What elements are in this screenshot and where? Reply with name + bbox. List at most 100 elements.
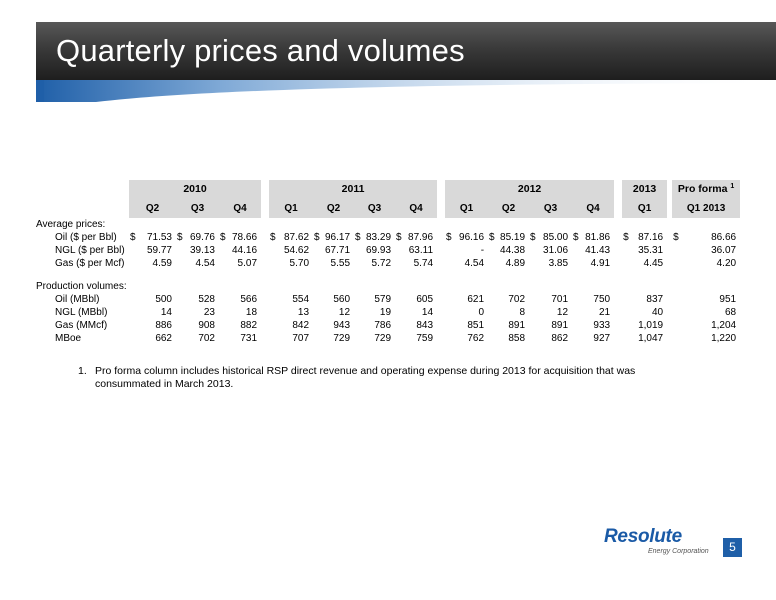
cell-value: 1,019 — [638, 320, 664, 331]
table-cell: 14 — [129, 306, 176, 319]
table-row: Gas ($ per Mcf) 4.59 4.54 5.07 5.70 5.55 5.72 5… — [36, 257, 740, 270]
table-row: NGL ($ per Bbl) 59.77 39.13 44.16 54.62 67.71… — [36, 244, 740, 257]
cell-value: 701 — [551, 294, 569, 305]
cell-value: 71.53 — [146, 232, 172, 243]
table-cell: - — [445, 244, 488, 257]
currency-symbol: $ — [177, 232, 183, 243]
table-cell: 702 — [176, 332, 219, 345]
table-cell: 837 — [622, 293, 667, 306]
table-cell: 35.31 — [622, 244, 667, 257]
cell-value: - — [480, 245, 485, 256]
cell-value: 858 — [508, 333, 526, 344]
table-cell: 500 — [129, 293, 176, 306]
table-cell: 4.54 — [176, 257, 219, 270]
cell-value: 731 — [240, 333, 258, 344]
quarter-header: Q4 — [219, 199, 262, 218]
cell-value: 12 — [338, 307, 351, 318]
cell-value: 4.45 — [643, 258, 664, 269]
table-cell: 23 — [176, 306, 219, 319]
table-cell: 4.89 — [488, 257, 529, 270]
currency-symbol: $ — [489, 232, 495, 243]
quarter-header: Q3 — [176, 199, 219, 218]
table-cell: 4.54 — [445, 257, 488, 270]
title-accent-swoosh — [36, 80, 776, 102]
cell-value: 63.11 — [408, 245, 434, 256]
cell-value: 500 — [155, 294, 172, 305]
table-cell: 1,019 — [622, 319, 667, 332]
table-cell: 842 — [269, 319, 313, 332]
cell-value: 762 — [467, 333, 485, 344]
table-cell: 843 — [395, 319, 437, 332]
year-header-row: 2010 2011 2012 2013 Pro forma 1 — [36, 180, 741, 199]
table-cell: 12 — [313, 306, 354, 319]
table-cell: 786 — [354, 319, 395, 332]
table-cell: 5.70 — [269, 257, 313, 270]
quarter-header: Q1 2013 — [672, 199, 741, 218]
cell-value: 4.59 — [152, 258, 172, 269]
table-cell: 554 — [269, 293, 313, 306]
row-label: NGL (MBbl) — [55, 307, 108, 318]
table-cell: $96.16 — [445, 231, 488, 244]
table-cell: 59.77 — [129, 244, 176, 257]
table-row: MBoe 662 702 731 707 729 729 759 762 858 862 927 1,0… — [36, 332, 740, 345]
row-label: Oil ($ per Bbl) — [55, 232, 117, 243]
cell-value: 14 — [421, 307, 434, 318]
cell-value: 5.07 — [237, 258, 258, 269]
table-cell: 662 — [129, 332, 176, 345]
cell-value: 891 — [508, 320, 526, 331]
cell-value: 528 — [198, 294, 215, 305]
cell-value: 67.71 — [324, 245, 351, 256]
cell-value: 4.89 — [505, 258, 526, 269]
cell-value: 5.55 — [330, 258, 351, 269]
quarter-header: Q4 — [395, 199, 438, 218]
cell-value: 36.07 — [711, 245, 737, 256]
spacer-row — [36, 270, 740, 280]
table-cell: 36.07 — [672, 244, 740, 257]
year-2011: 2011 — [269, 180, 438, 199]
year-2013: 2013 — [622, 180, 668, 199]
cell-value: 5.70 — [289, 258, 310, 269]
cell-value: 96.17 — [324, 232, 351, 243]
cell-value: 1,220 — [711, 333, 737, 344]
quarter-header: Q3 — [529, 199, 573, 218]
cell-value: 842 — [292, 320, 310, 331]
table-cell: 862 — [529, 332, 572, 345]
table-cell: 729 — [313, 332, 354, 345]
quarter-header: Q2 — [129, 199, 176, 218]
cell-value: 3.85 — [548, 258, 569, 269]
table-cell: 951 — [672, 293, 740, 306]
table-cell: $85.19 — [488, 231, 529, 244]
cell-value: 96.16 — [459, 232, 485, 243]
currency-symbol: $ — [446, 232, 452, 243]
row-label: Oil (MBbl) — [55, 294, 100, 305]
table-cell: $87.62 — [269, 231, 313, 244]
cell-value: 35.31 — [638, 245, 664, 256]
table-cell: 31.06 — [529, 244, 572, 257]
cell-value: 4.54 — [464, 258, 485, 269]
cell-value: 23 — [203, 307, 215, 318]
cell-value: 87.16 — [638, 232, 664, 243]
table-cell: 21 — [572, 306, 614, 319]
cell-value: 41.43 — [585, 245, 611, 256]
table-cell: 759 — [395, 332, 437, 345]
year-2010: 2010 — [129, 180, 262, 199]
table-cell: 729 — [354, 332, 395, 345]
table-cell: 702 — [488, 293, 529, 306]
cell-value: 702 — [198, 333, 215, 344]
table-cell: 858 — [488, 332, 529, 345]
table-cell: 14 — [395, 306, 437, 319]
cell-value: 78.66 — [231, 232, 258, 243]
company-logo: Resolute Energy Corporation — [604, 526, 714, 556]
table-cell: 5.55 — [313, 257, 354, 270]
table-cell: 44.16 — [219, 244, 261, 257]
table-cell: 908 — [176, 319, 219, 332]
cell-value: 951 — [719, 294, 737, 305]
cell-value: 927 — [593, 333, 611, 344]
table-cell: 621 — [445, 293, 488, 306]
cell-value: 4.91 — [590, 258, 611, 269]
cell-value: 702 — [508, 294, 526, 305]
currency-symbol: $ — [573, 232, 579, 243]
prices-volumes-table: 2010 2011 2012 2013 Pro forma 1 Q2 Q3 Q4… — [36, 180, 741, 345]
cell-value: 862 — [551, 333, 569, 344]
cell-value: 891 — [551, 320, 569, 331]
